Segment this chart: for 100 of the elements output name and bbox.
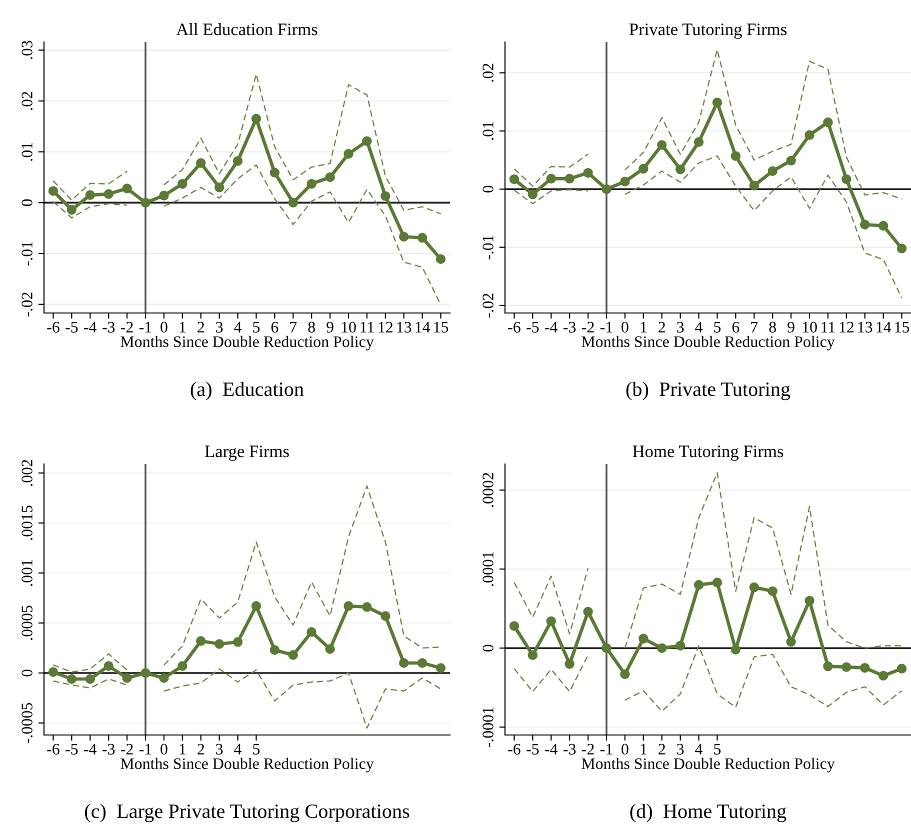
point	[768, 166, 778, 176]
point	[712, 98, 722, 108]
x-tick-label: 5	[253, 322, 260, 333]
y-tick-label: .02	[22, 92, 32, 110]
x-tick-label: -2	[582, 744, 594, 754]
x-tick-label: 2	[658, 322, 665, 332]
point	[270, 645, 280, 655]
x-tick-label: 2	[658, 744, 665, 754]
point	[325, 644, 335, 654]
x-axis-title: Months Since Double Reduction Policy	[120, 336, 374, 350]
x-tick-label: 12	[378, 322, 393, 332]
y-tick-label: .0001	[482, 552, 494, 586]
point	[768, 586, 778, 596]
point	[140, 668, 150, 678]
x-tick-label: -5	[66, 744, 78, 755]
point	[85, 674, 95, 684]
y-tick-label: .0015	[22, 506, 32, 540]
point	[159, 190, 169, 200]
y-tick-label: .001	[22, 560, 32, 586]
point	[48, 667, 58, 677]
chart-title: Private Tutoring Firms	[629, 24, 786, 39]
point	[804, 596, 814, 606]
chart-title: Home Tutoring Firms	[632, 446, 784, 461]
point	[749, 180, 759, 191]
point	[878, 670, 888, 681]
point	[232, 637, 243, 647]
point	[583, 606, 593, 617]
x-tick-label: -4	[84, 322, 97, 332]
x-tick-label: -6	[508, 744, 520, 755]
point	[436, 663, 446, 673]
x-tick-label: 11	[822, 322, 835, 332]
point	[657, 643, 667, 653]
point	[878, 220, 888, 231]
point	[712, 578, 722, 588]
x-tick-label: 4	[234, 322, 242, 332]
chart-title: All Education Firms	[176, 23, 318, 36]
point	[66, 204, 77, 215]
x-tick-label: -2	[582, 322, 594, 332]
point	[896, 664, 907, 674]
point	[214, 639, 224, 649]
x-tick-label: 8	[769, 322, 776, 333]
point	[122, 184, 132, 194]
x-tick-label: -3	[564, 744, 576, 755]
point	[638, 164, 648, 174]
point	[509, 621, 520, 631]
x-tick-label: 1	[640, 744, 646, 754]
point	[362, 136, 372, 146]
point	[546, 616, 556, 626]
point	[417, 658, 428, 668]
point	[583, 168, 593, 178]
x-tick-label: 1	[180, 322, 186, 332]
x-tick-label: -2	[120, 744, 133, 754]
point	[896, 244, 907, 254]
point	[306, 178, 316, 189]
x-tick-label: -6	[508, 322, 520, 333]
y-tick-label: .01	[482, 122, 494, 140]
point	[620, 176, 630, 186]
x-tick-label: 4	[695, 322, 703, 332]
x-tick-label: -4	[545, 322, 558, 332]
point	[380, 611, 390, 621]
point	[270, 168, 280, 178]
x-tick-label: -6	[47, 322, 60, 333]
point	[251, 601, 262, 611]
x-tick-label: 3	[216, 322, 223, 333]
text: (b) Private Tutoring	[626, 382, 790, 400]
point	[306, 627, 316, 637]
x-tick-label: 4	[695, 744, 703, 754]
point	[196, 636, 206, 646]
y-tick-label: -.0005	[22, 702, 32, 744]
point	[694, 580, 704, 590]
y-tick-label: -.02	[482, 294, 494, 318]
point	[786, 156, 796, 166]
x-tick-label: 14	[416, 322, 430, 332]
point	[528, 650, 538, 660]
x-tick-label: 14	[876, 322, 892, 332]
y-tick-label: -.02	[22, 292, 32, 316]
point	[122, 673, 132, 683]
x-tick-label: -1	[600, 322, 612, 332]
x-tick-label: 15	[895, 322, 910, 333]
x-tick-label: 0	[160, 322, 168, 333]
y-tick-label: .02	[482, 64, 494, 82]
x-axis-title: Months Since Double Reduction Policy	[582, 758, 835, 772]
x-tick-label: 2	[198, 322, 204, 332]
point	[251, 114, 262, 124]
y-tick-label: -.01	[482, 236, 494, 260]
x-tick-label: -2	[120, 322, 133, 332]
y-tick-label: 0	[22, 199, 32, 206]
point	[85, 190, 95, 200]
point	[602, 643, 612, 653]
y-tick-label: 0	[22, 670, 32, 676]
point	[104, 189, 114, 199]
x-tick-label: 6	[732, 322, 740, 333]
x-tick-label: -1	[600, 744, 612, 754]
y-tick-label: .0002	[482, 472, 494, 507]
x-tick-label: -5	[66, 322, 78, 333]
point	[288, 650, 298, 660]
x-tick-label: 9	[326, 322, 334, 333]
x-tick-label: 5	[714, 744, 721, 755]
point	[602, 184, 612, 194]
x-tick-label: -4	[545, 744, 558, 754]
